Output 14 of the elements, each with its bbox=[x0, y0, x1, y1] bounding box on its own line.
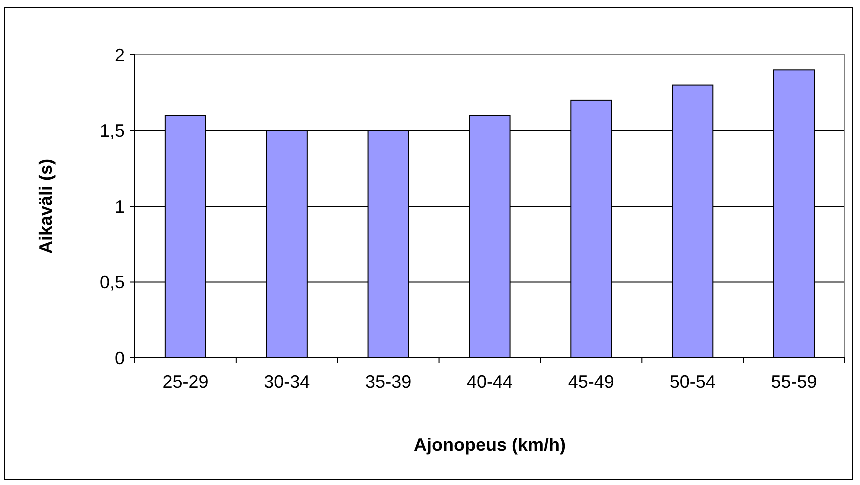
y-tick-label: 0,5 bbox=[100, 272, 125, 293]
y-axis-title: Aikaväli (s) bbox=[36, 158, 56, 254]
x-tick-label: 50-54 bbox=[670, 372, 716, 392]
x-tick-label: 45-49 bbox=[568, 372, 614, 392]
y-tick-label: 1,5 bbox=[100, 121, 125, 142]
x-tick-label: 35-39 bbox=[366, 372, 412, 392]
x-tick-label: 25-29 bbox=[162, 372, 209, 392]
x-tick-label: 40-44 bbox=[466, 372, 514, 392]
x-tick-label: 30-34 bbox=[264, 372, 310, 392]
y-tick-label: 1 bbox=[114, 196, 125, 217]
y-tick-label: 2 bbox=[114, 45, 125, 66]
x-tick-label: 55-59 bbox=[771, 372, 818, 392]
x-axis-title: Ajonopeus (km/h) bbox=[414, 435, 566, 455]
y-tick-label: 0 bbox=[114, 348, 125, 368]
